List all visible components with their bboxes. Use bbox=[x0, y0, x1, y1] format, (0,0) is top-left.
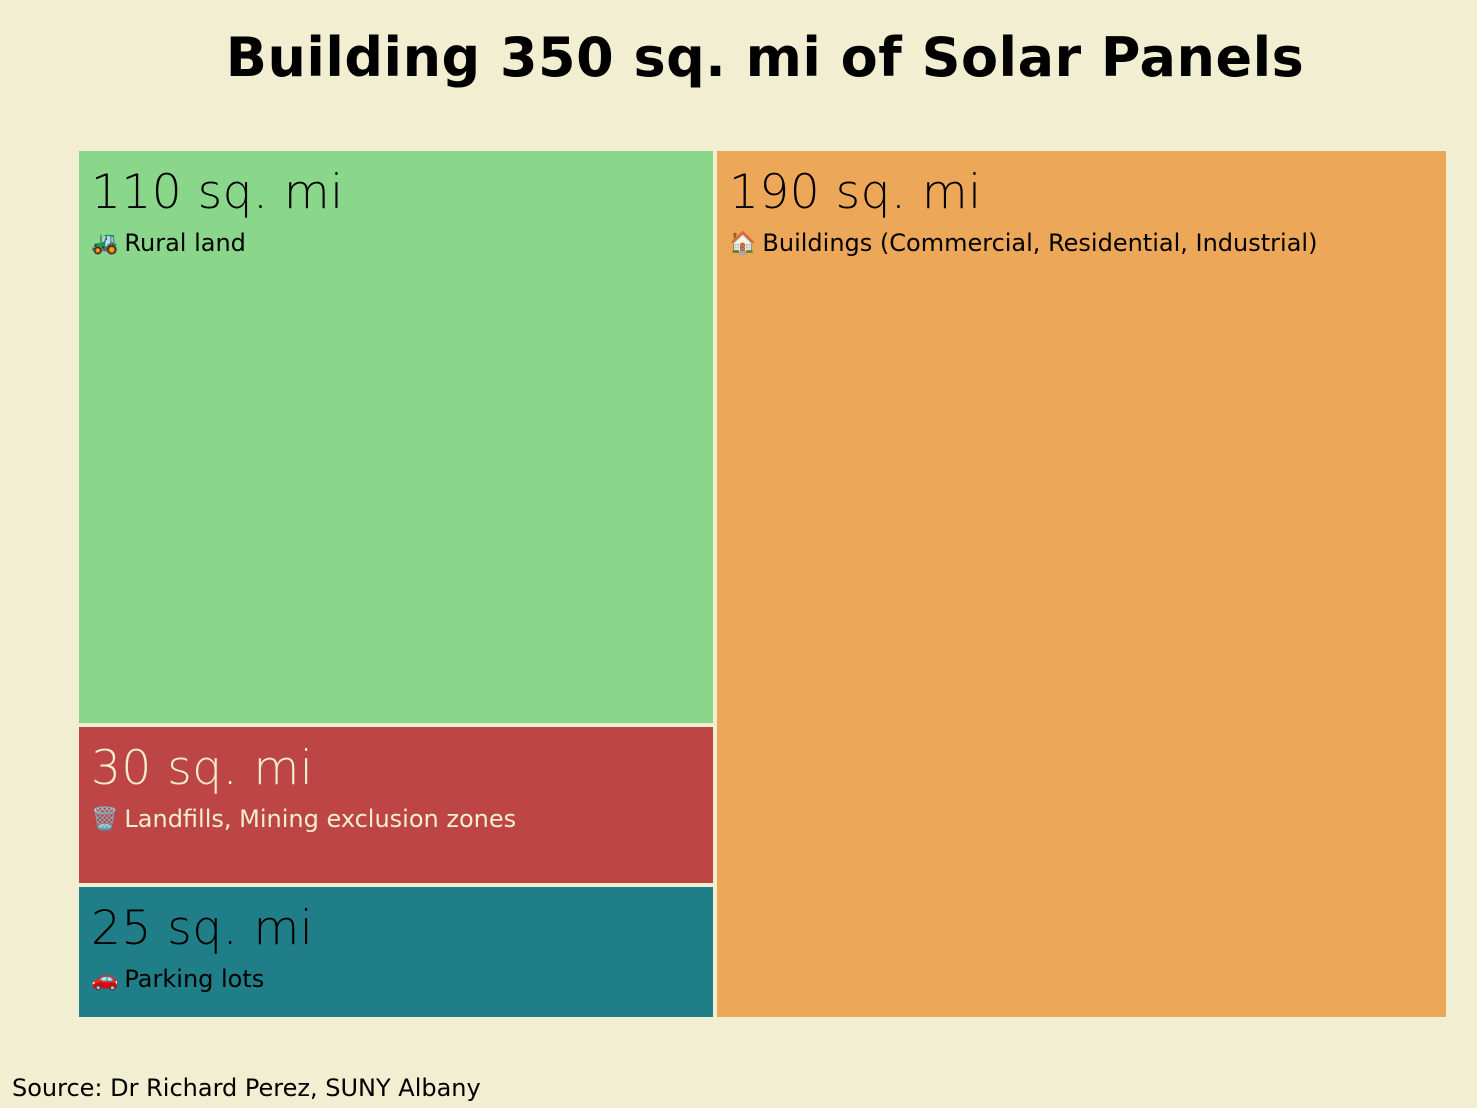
chart-title: Building 350 sq. mi of Solar Panels bbox=[225, 26, 1305, 89]
tile-value: 25 sq. mi bbox=[91, 901, 314, 956]
treemap-tile-landfills-mining-exclusion-zones: 30 sq. mi 🗑️ Landfills, Mining exclusion z… bbox=[79, 727, 713, 883]
tile-label-text: Buildings (Commercial, Residential, Indu… bbox=[762, 229, 1318, 257]
tile-label-text: Landfills, Mining exclusion zones bbox=[124, 805, 517, 833]
treemap-tile-parking-lots: 25 sq. mi 🚗 Parking lots bbox=[79, 887, 713, 1017]
tile-label: 🚗 Parking lots bbox=[91, 965, 264, 993]
tile-value: 190 sq. mi bbox=[729, 165, 982, 220]
car-icon: 🚗 bbox=[91, 966, 119, 992]
tile-value: 30 sq. mi bbox=[91, 741, 314, 796]
tile-label-text: Parking lots bbox=[124, 965, 265, 993]
tile-label: 🚜 Rural land bbox=[91, 229, 246, 257]
tile-label: 🏠 Buildings (Commercial, Residential, Ind… bbox=[729, 229, 1317, 257]
source-note: Source: Dr Richard Perez, SUNY Albany bbox=[12, 1074, 481, 1102]
tile-label: 🗑️ Landfills, Mining exclusion zones bbox=[91, 805, 516, 833]
wastebasket-icon: 🗑️ bbox=[91, 806, 119, 832]
tile-label-text: Rural land bbox=[124, 229, 246, 257]
tile-value: 110 sq. mi bbox=[91, 165, 344, 220]
treemap-tile-rural-land: 110 sq. mi 🚜 Rural land bbox=[79, 151, 713, 723]
treemap-tile-buildings-commercial-residential-industrial: 190 sq. mi 🏠 Buildings (Commercial, Reside… bbox=[717, 151, 1446, 1017]
tractor-icon: 🚜 bbox=[91, 230, 119, 256]
house-icon: 🏠 bbox=[729, 230, 757, 256]
